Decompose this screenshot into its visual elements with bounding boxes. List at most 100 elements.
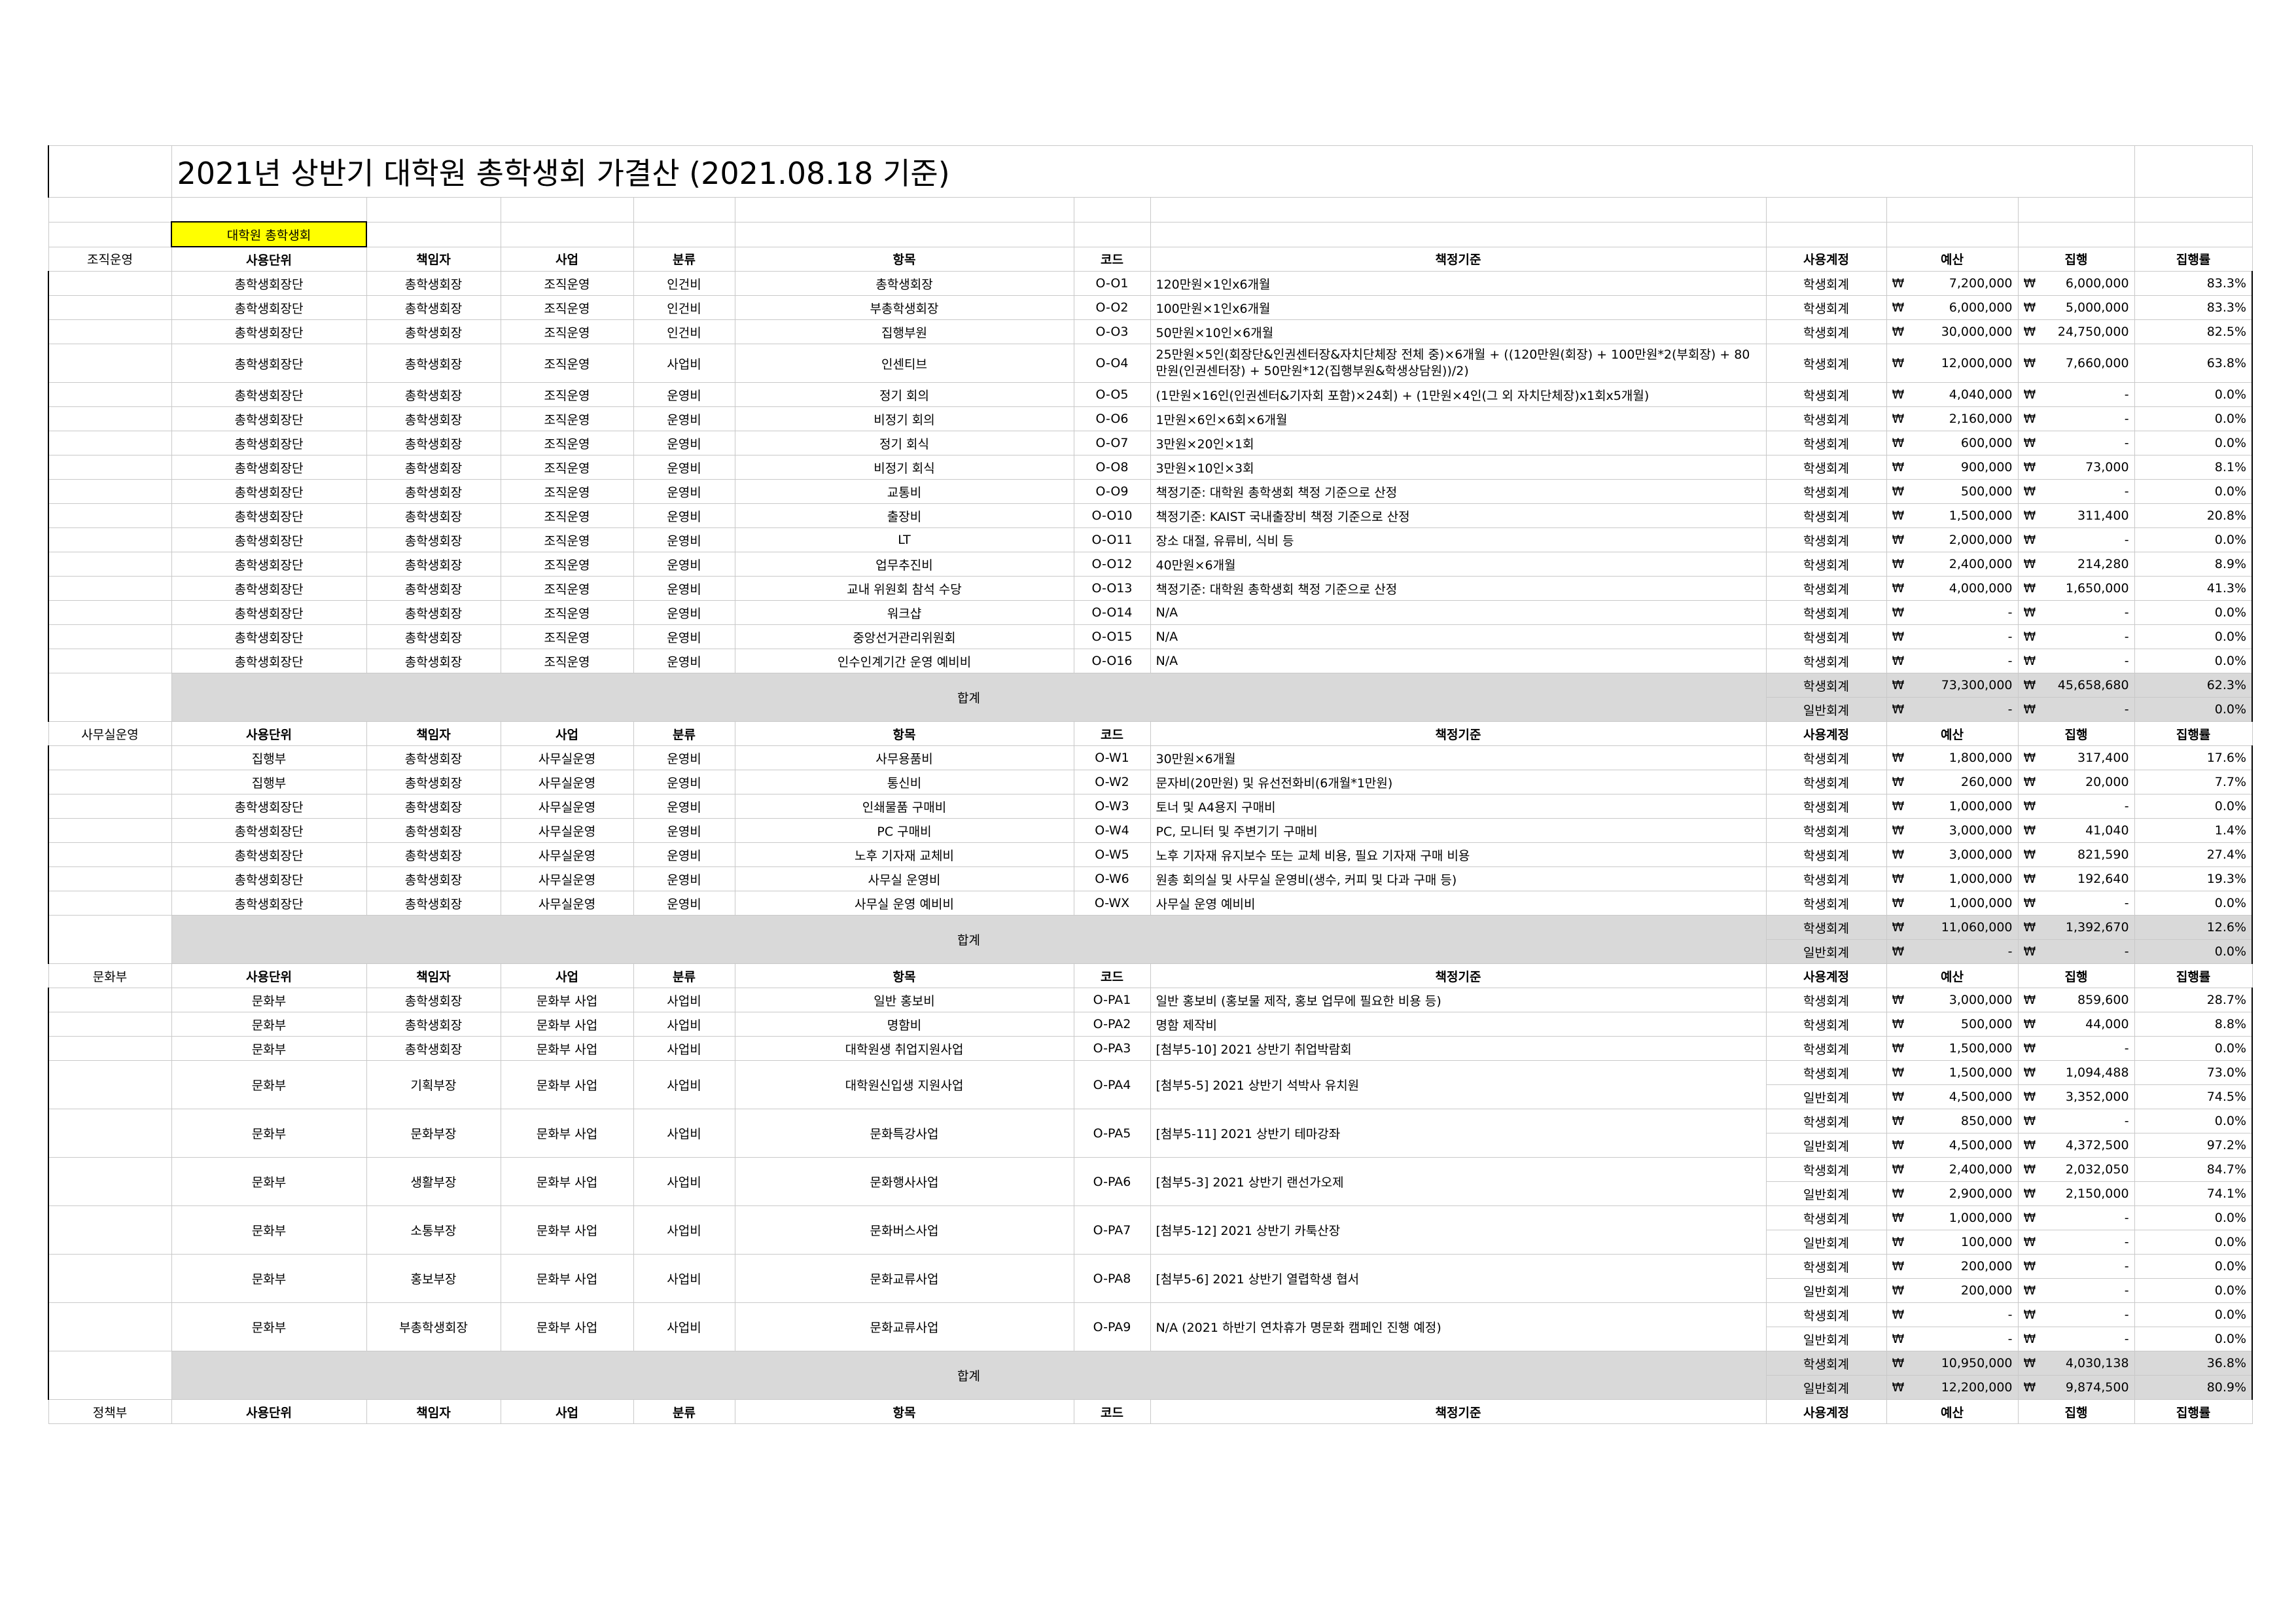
currency-symbol: ₩ bbox=[1892, 1235, 1905, 1249]
budget-cell-value: 6,000,000 bbox=[1949, 300, 2013, 315]
blank-cell bbox=[48, 145, 172, 198]
blank-cell bbox=[48, 527, 172, 552]
unit-cell: 집행부 bbox=[171, 745, 367, 770]
table-row: 총학생회장단 총학생회장 조직운영 운영비 워크샵 O-O14 N/A 학생회계 ₩ - ₩ -0.0… bbox=[48, 600, 2253, 625]
rate-cell: 0.0% bbox=[2134, 1327, 2253, 1351]
col-header-criteria: 책정기준 bbox=[1150, 963, 1767, 988]
currency-symbol: ₩ bbox=[2023, 993, 2036, 1007]
unit-cell: 총학생회장단 bbox=[171, 382, 367, 407]
currency-symbol: ₩ bbox=[1892, 823, 1905, 838]
category-cell: 운영비 bbox=[633, 866, 735, 891]
category-cell: 사업비 bbox=[633, 1060, 735, 1109]
spent-cell: ₩6,000,000 bbox=[2017, 271, 2135, 296]
budget-cell: ₩3,000,000 bbox=[1886, 988, 2019, 1012]
unit-cell: 총학생회장단 bbox=[171, 624, 367, 649]
budget-cell-value: 200,000 bbox=[1960, 1283, 2013, 1298]
spent-cell: ₩ - bbox=[2017, 479, 2135, 504]
spent-cell-value: - bbox=[2124, 1283, 2129, 1298]
code-cell: O-PA1 bbox=[1073, 988, 1151, 1012]
budget-cell: ₩3,000,000 bbox=[1886, 818, 2019, 843]
blank-cell bbox=[1073, 221, 1151, 247]
account-cell: 학생회계 bbox=[1765, 455, 1887, 480]
spent-cell-value: 44,000 bbox=[2085, 1017, 2129, 1031]
blank-cell bbox=[48, 1012, 172, 1037]
spent-cell-value: - bbox=[2124, 1308, 2129, 1322]
code-cell: O-O2 bbox=[1073, 295, 1151, 320]
blank-cell bbox=[500, 197, 634, 223]
budget-cell: ₩1,000,000 bbox=[1886, 866, 2019, 891]
spent-cell-value: 20,000 bbox=[2085, 775, 2129, 789]
currency-symbol: ₩ bbox=[2023, 1114, 2036, 1128]
budget-cell-value: 73,300,000 bbox=[1941, 678, 2013, 692]
currency-symbol: ₩ bbox=[1892, 847, 1905, 862]
spent-cell: ₩ - bbox=[2017, 382, 2135, 407]
spent-cell: ₩ - bbox=[2017, 891, 2135, 916]
table-row: 총학생회장단 총학생회장 조직운영 운영비 LT O-O11 장소 대절, 유류비, 식비 … bbox=[48, 527, 2253, 552]
code-cell: O-PA2 bbox=[1073, 1012, 1151, 1037]
rate-cell: 0.0% bbox=[2134, 406, 2253, 431]
budget-cell-value: 2,400,000 bbox=[1949, 557, 2013, 571]
budget-cell: ₩11,060,000 bbox=[1886, 915, 2019, 940]
code-cell: O-W1 bbox=[1073, 745, 1151, 770]
col-header-criteria: 책정기준 bbox=[1150, 1399, 1767, 1424]
budget-cell-value: - bbox=[2007, 654, 2013, 668]
business-cell: 조직운영 bbox=[500, 649, 634, 673]
currency-symbol: ₩ bbox=[2023, 412, 2036, 426]
spent-cell: ₩9,874,500 bbox=[2017, 1375, 2135, 1400]
currency-symbol: ₩ bbox=[2023, 1186, 2036, 1201]
criteria-cell: 3만원×20인×1회 bbox=[1150, 431, 1767, 455]
owner-cell: 총학생회장 bbox=[366, 382, 501, 407]
col-header-category: 분류 bbox=[633, 963, 735, 988]
budget-cell-value: 3,000,000 bbox=[1949, 993, 2013, 1007]
col-header-budget: 예산 bbox=[1886, 721, 2019, 746]
account-cell: 학생회계 bbox=[1765, 319, 1887, 344]
budget-cell-value: - bbox=[2007, 1332, 2013, 1346]
currency-symbol: ₩ bbox=[1892, 775, 1905, 789]
business-cell: 조직운영 bbox=[500, 552, 634, 577]
code-cell: O-O4 bbox=[1073, 344, 1151, 383]
currency-symbol: ₩ bbox=[1892, 581, 1905, 596]
budget-cell-value: 500,000 bbox=[1960, 484, 2013, 499]
spent-cell-value: 4,030,138 bbox=[2065, 1356, 2129, 1370]
business-cell: 문화부 사업 bbox=[500, 1012, 634, 1037]
budget-cell-value: 4,500,000 bbox=[1949, 1138, 2013, 1152]
criteria-cell: 3만원×10인×3회 bbox=[1150, 455, 1767, 480]
account-cell: 학생회계 bbox=[1765, 842, 1887, 867]
budget-cell-value: 900,000 bbox=[1960, 460, 2013, 474]
blank-cell bbox=[366, 221, 501, 247]
unit-cell: 총학생회장단 bbox=[171, 649, 367, 673]
spent-cell: ₩ - bbox=[2017, 406, 2135, 431]
currency-symbol: ₩ bbox=[2023, 872, 2036, 886]
rate-cell: 73.0% bbox=[2134, 1060, 2253, 1085]
business-cell: 조직운영 bbox=[500, 406, 634, 431]
item-cell: 출장비 bbox=[734, 503, 1074, 528]
category-cell: 운영비 bbox=[633, 382, 735, 407]
table-row: 문화부 총학생회장 문화부 사업 사업비 대학원생 취업지원사업 O-PA3 [첨부5-10… bbox=[48, 1036, 2253, 1061]
owner-cell: 총학생회장 bbox=[366, 576, 501, 601]
account-cell: 학생회계 bbox=[1765, 600, 1887, 625]
currency-symbol: ₩ bbox=[2023, 1259, 2036, 1274]
criteria-cell: N/A (2021 하반기 연차휴가 명문화 캠페인 진행 예정) bbox=[1150, 1302, 1767, 1351]
col-header-account: 사용계정 bbox=[1765, 1399, 1887, 1424]
business-cell: 문화부 사업 bbox=[500, 1157, 634, 1206]
total-row: 합계 학생회계 ₩10,950,000 ₩4,030,138 36.8% bbox=[48, 1351, 2253, 1400]
budget-cell-value: 2,160,000 bbox=[1949, 412, 2013, 426]
business-cell: 조직운영 bbox=[500, 431, 634, 455]
budget-table: 2021년 상반기 대학원 총학생회 가결산 (2021.08.18 기준) 대… bbox=[48, 145, 2253, 1424]
code-cell: O-O1 bbox=[1073, 271, 1151, 296]
owner-cell: 총학생회장 bbox=[366, 552, 501, 577]
spent-cell-value: - bbox=[2124, 630, 2129, 644]
business-cell: 사무실운영 bbox=[500, 842, 634, 867]
category-cell: 운영비 bbox=[633, 624, 735, 649]
spent-cell-value: 24,750,000 bbox=[2057, 325, 2129, 339]
spent-cell: ₩821,590 bbox=[2017, 842, 2135, 867]
owner-cell: 부총학생회장 bbox=[366, 1302, 501, 1351]
spent-cell: ₩859,600 bbox=[2017, 988, 2135, 1012]
currency-symbol: ₩ bbox=[1892, 1090, 1905, 1104]
unit-cell: 문화부 bbox=[171, 1060, 367, 1109]
criteria-cell: N/A bbox=[1150, 600, 1767, 625]
currency-symbol: ₩ bbox=[2023, 356, 2036, 370]
currency-symbol: ₩ bbox=[2023, 1017, 2036, 1031]
business-cell: 조직운영 bbox=[500, 624, 634, 649]
blank-cell bbox=[1886, 197, 2019, 223]
